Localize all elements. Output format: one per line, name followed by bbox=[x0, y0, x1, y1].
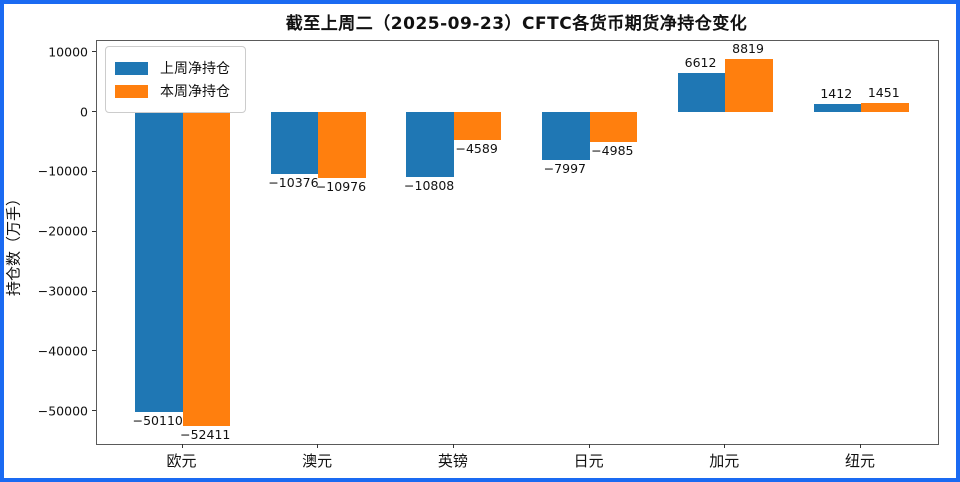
bar-value-label: −7997 bbox=[543, 160, 586, 176]
bar-上周净持仓-加元 bbox=[677, 72, 726, 113]
bar-本周净持仓-纽元 bbox=[861, 103, 909, 113]
legend-item: 本周净持仓 bbox=[115, 81, 230, 101]
bar-value-label: −4985 bbox=[591, 142, 634, 158]
x-tick-mark bbox=[588, 444, 590, 448]
x-tick-label: 日元 bbox=[573, 452, 604, 470]
y-tick-mark bbox=[92, 410, 96, 412]
x-tick-label: 纽元 bbox=[844, 452, 876, 470]
y-tick-label: −20000 bbox=[37, 223, 88, 239]
bar-value-label: −4589 bbox=[455, 140, 498, 156]
x-tick-label: 欧元 bbox=[166, 452, 197, 470]
x-tick-mark bbox=[317, 444, 319, 448]
bar-本周净持仓-加元 bbox=[725, 59, 773, 113]
y-tick-mark bbox=[92, 51, 96, 53]
bar-value-label: 6612 bbox=[684, 54, 717, 70]
bar-本周净持仓-欧元 bbox=[182, 112, 230, 426]
x-tick-mark bbox=[452, 444, 454, 448]
y-tick-label: −50000 bbox=[37, 403, 88, 419]
y-tick-mark bbox=[92, 170, 96, 172]
x-tick-mark bbox=[860, 444, 861, 448]
y-tick-label: −30000 bbox=[37, 283, 88, 299]
plot-area bbox=[96, 40, 939, 445]
bar-value-label: −10808 bbox=[404, 177, 455, 193]
y-tick-mark bbox=[92, 230, 96, 232]
y-tick-mark bbox=[92, 350, 96, 352]
bar-上周净持仓-澳元 bbox=[270, 112, 319, 175]
y-tick-label: −40000 bbox=[37, 343, 88, 359]
y-tick-label: −10000 bbox=[37, 163, 88, 179]
bar-value-label: −52411 bbox=[180, 426, 231, 442]
y-tick-label: 0 bbox=[80, 104, 88, 120]
y-tick-mark bbox=[92, 290, 96, 292]
bar-上周净持仓-日元 bbox=[542, 112, 590, 160]
y-tick-mark bbox=[92, 111, 96, 113]
x-tick-label: 加元 bbox=[709, 452, 740, 470]
legend: 上周净持仓本周净持仓 bbox=[105, 46, 246, 113]
y-tick-label: 10000 bbox=[48, 44, 88, 60]
bar-value-label: 8819 bbox=[732, 41, 764, 57]
bar-本周净持仓-日元 bbox=[589, 112, 638, 142]
legend-swatch-icon bbox=[115, 84, 148, 98]
x-tick-mark bbox=[724, 444, 726, 448]
bar-上周净持仓-纽元 bbox=[813, 103, 861, 113]
x-tick-label: 澳元 bbox=[302, 452, 333, 470]
legend-item-label: 本周净持仓 bbox=[160, 84, 230, 100]
x-tick-mark bbox=[181, 444, 183, 448]
legend-item-label: 上周净持仓 bbox=[160, 61, 230, 77]
bar-本周净持仓-澳元 bbox=[318, 112, 366, 178]
chart-title: 截至上周二（2025-09-23）CFTC各货币期货净持仓变化 bbox=[285, 14, 748, 34]
bar-value-label: 1412 bbox=[820, 85, 853, 101]
bar-value-label: −10376 bbox=[268, 175, 319, 191]
bar-上周净持仓-欧元 bbox=[135, 112, 183, 412]
bar-value-label: −50110 bbox=[132, 412, 183, 428]
legend-swatch-icon bbox=[115, 61, 148, 75]
bar-value-label: 1451 bbox=[867, 85, 900, 101]
bar-本周净持仓-英镑 bbox=[453, 112, 502, 140]
legend-item: 上周净持仓 bbox=[115, 58, 230, 78]
x-tick-label: 英镑 bbox=[437, 452, 468, 470]
bar-value-label: −10976 bbox=[315, 178, 367, 194]
bar-上周净持仓-英镑 bbox=[406, 112, 454, 177]
